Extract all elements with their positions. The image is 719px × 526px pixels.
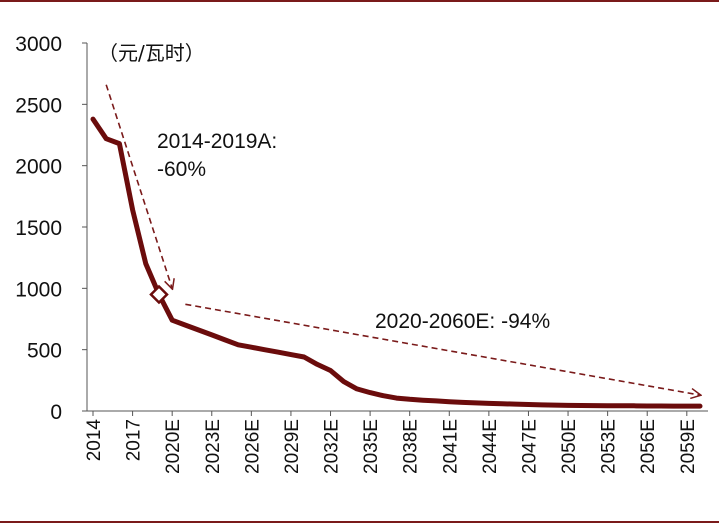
x-tick-label: 2041E [440, 419, 461, 474]
x-tick-label: 2014 [84, 419, 105, 462]
x-tick-label: 2017 [124, 419, 145, 461]
y-tick-label: 3000 [15, 33, 62, 56]
x-tick-label: 2053E [599, 419, 620, 474]
y-tick-label: 500 [27, 340, 62, 363]
x-tick-label: 2059E [678, 419, 699, 474]
x-tick-label: 2026E [242, 419, 263, 474]
x-tick-label: 2023E [203, 419, 224, 474]
y-tick-label: 0 [50, 401, 62, 424]
x-tick-label: 2047E [519, 419, 540, 474]
annotation-label: 2020-2060E: -94% [375, 310, 550, 333]
x-tick-label: 2020E [163, 419, 184, 474]
x-tick-label: 2050E [559, 419, 580, 474]
annotation-arrow [105, 84, 172, 289]
y-tick-label: 2000 [15, 156, 62, 179]
bottom-border [0, 521, 719, 523]
x-tick-label: 2044E [480, 419, 501, 474]
top-border [0, 0, 719, 2]
x-tick-label: 2056E [638, 419, 659, 474]
unit-label: （元/瓦时） [98, 41, 205, 65]
y-tick-label: 2500 [15, 94, 62, 117]
x-tick-label: 2035E [361, 419, 382, 474]
x-tick-label: 2029E [282, 419, 303, 474]
y-tick-label: 1000 [15, 278, 62, 301]
x-tick-label: 2038E [401, 419, 422, 474]
series-line-cost [90, 116, 703, 409]
y-tick-label: 1500 [15, 217, 62, 240]
annotation-label: 2014-2019A: [157, 130, 277, 153]
x-tick-label: 2032E [322, 419, 343, 474]
annotation-arrow [185, 303, 700, 395]
annotation-label: -60% [157, 158, 206, 181]
diamond-marker [149, 284, 169, 305]
